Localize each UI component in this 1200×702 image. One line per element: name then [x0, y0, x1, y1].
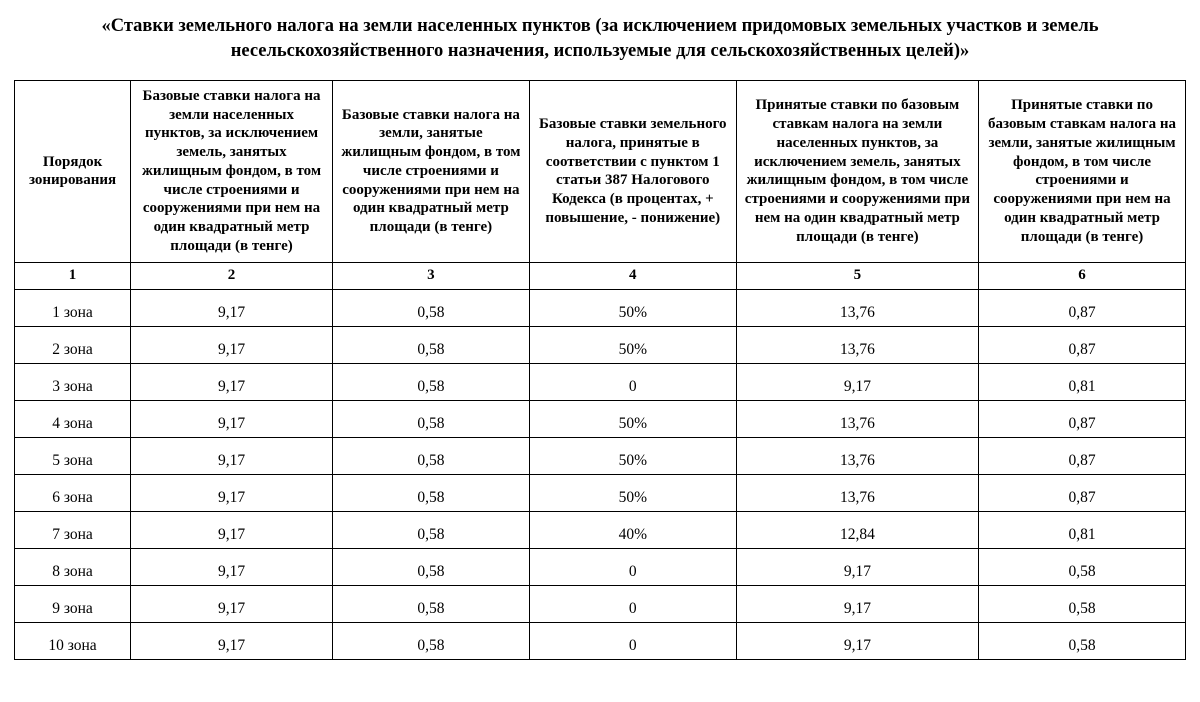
cell: 13,76: [736, 437, 978, 474]
cell: 0,58: [332, 622, 529, 659]
col-header-2: Базовые ставки налога на земли населенны…: [131, 80, 333, 262]
cell: 13,76: [736, 289, 978, 326]
cell: 0,87: [979, 474, 1186, 511]
cell: 50%: [529, 437, 736, 474]
tax-rates-table: Порядок зонирования Базовые ставки налог…: [14, 80, 1186, 660]
cell: 0,87: [979, 326, 1186, 363]
page-title: «Ставки земельного налога на земли насел…: [24, 14, 1176, 64]
cell: 0,58: [332, 363, 529, 400]
col-number-5: 5: [736, 262, 978, 289]
cell: 9,17: [131, 585, 333, 622]
table-row: 10 зона 9,17 0,58 0 9,17 0,58: [15, 622, 1186, 659]
cell: 0,58: [332, 326, 529, 363]
cell: 0: [529, 363, 736, 400]
cell: 9,17: [131, 511, 333, 548]
cell: 13,76: [736, 400, 978, 437]
cell: 0,58: [332, 400, 529, 437]
cell: 40%: [529, 511, 736, 548]
cell: 9,17: [131, 326, 333, 363]
cell: 3 зона: [15, 363, 131, 400]
cell: 0,87: [979, 437, 1186, 474]
cell: 0,58: [332, 548, 529, 585]
cell: 0,58: [979, 585, 1186, 622]
cell: 9,17: [131, 289, 333, 326]
cell: 0,81: [979, 363, 1186, 400]
cell: 50%: [529, 400, 736, 437]
cell: 50%: [529, 326, 736, 363]
cell: 0,58: [979, 622, 1186, 659]
cell: 9,17: [131, 548, 333, 585]
cell: 9,17: [736, 622, 978, 659]
cell: 0,58: [979, 548, 1186, 585]
col-header-4: Базовые ставки земельного налога, принят…: [529, 80, 736, 262]
cell: 8 зона: [15, 548, 131, 585]
cell: 12,84: [736, 511, 978, 548]
cell: 7 зона: [15, 511, 131, 548]
cell: 0: [529, 548, 736, 585]
table-row: 8 зона 9,17 0,58 0 9,17 0,58: [15, 548, 1186, 585]
table-number-row: 1 2 3 4 5 6: [15, 262, 1186, 289]
col-header-5: Принятые ставки по базовым ставкам налог…: [736, 80, 978, 262]
col-number-2: 2: [131, 262, 333, 289]
cell: 9 зона: [15, 585, 131, 622]
cell: 0: [529, 585, 736, 622]
cell: 0,87: [979, 289, 1186, 326]
col-header-1: Порядок зонирования: [15, 80, 131, 262]
cell: 4 зона: [15, 400, 131, 437]
col-number-4: 4: [529, 262, 736, 289]
table-row: 9 зона 9,17 0,58 0 9,17 0,58: [15, 585, 1186, 622]
cell: 6 зона: [15, 474, 131, 511]
cell: 9,17: [736, 585, 978, 622]
cell: 9,17: [131, 622, 333, 659]
table-row: 1 зона 9,17 0,58 50% 13,76 0,87: [15, 289, 1186, 326]
cell: 50%: [529, 289, 736, 326]
cell: 9,17: [736, 548, 978, 585]
col-number-3: 3: [332, 262, 529, 289]
table-header-row: Порядок зонирования Базовые ставки налог…: [15, 80, 1186, 262]
table-row: 7 зона 9,17 0,58 40% 12,84 0,81: [15, 511, 1186, 548]
cell: 0,58: [332, 289, 529, 326]
cell: 0,58: [332, 585, 529, 622]
table-row: 3 зона 9,17 0,58 0 9,17 0,81: [15, 363, 1186, 400]
cell: 1 зона: [15, 289, 131, 326]
cell: 0,58: [332, 474, 529, 511]
col-header-3: Базовые ставки налога на земли, занятые …: [332, 80, 529, 262]
cell: 9,17: [131, 474, 333, 511]
col-number-6: 6: [979, 262, 1186, 289]
cell: 0,58: [332, 511, 529, 548]
cell: 13,76: [736, 326, 978, 363]
table-body: 1 зона 9,17 0,58 50% 13,76 0,87 2 зона 9…: [15, 289, 1186, 659]
cell: 5 зона: [15, 437, 131, 474]
table-row: 2 зона 9,17 0,58 50% 13,76 0,87: [15, 326, 1186, 363]
table-row: 5 зона 9,17 0,58 50% 13,76 0,87: [15, 437, 1186, 474]
cell: 0: [529, 622, 736, 659]
col-number-1: 1: [15, 262, 131, 289]
cell: 9,17: [131, 437, 333, 474]
cell: 9,17: [131, 400, 333, 437]
cell: 0,58: [332, 437, 529, 474]
cell: 0,81: [979, 511, 1186, 548]
cell: 10 зона: [15, 622, 131, 659]
cell: 50%: [529, 474, 736, 511]
table-row: 4 зона 9,17 0,58 50% 13,76 0,87: [15, 400, 1186, 437]
col-header-6: Принятые ставки по базовым ставкам налог…: [979, 80, 1186, 262]
cell: 0,87: [979, 400, 1186, 437]
cell: 9,17: [131, 363, 333, 400]
cell: 13,76: [736, 474, 978, 511]
cell: 9,17: [736, 363, 978, 400]
cell: 2 зона: [15, 326, 131, 363]
table-row: 6 зона 9,17 0,58 50% 13,76 0,87: [15, 474, 1186, 511]
